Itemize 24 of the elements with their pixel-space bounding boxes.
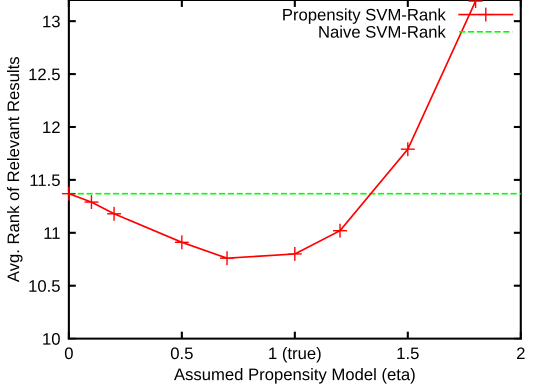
y-tick-label: 11 — [44, 227, 60, 239]
point — [106, 206, 122, 222]
point — [400, 142, 416, 157]
x-tick-label: 0.5 — [170, 347, 193, 360]
point — [174, 234, 190, 250]
legend-label: Propensity SVM-Rank — [283, 8, 446, 24]
x-axis-title: Assumed Propensity Model (eta) — [174, 368, 415, 384]
point — [287, 246, 302, 262]
y-tick-label: 10.5 — [29, 280, 60, 292]
y-tick-label: 13 — [43, 16, 60, 28]
y-tick-label: 12.5 — [29, 68, 60, 80]
point — [332, 223, 348, 238]
y-tick-label: 12 — [43, 121, 60, 134]
x-tick-label: 2 — [516, 347, 525, 360]
y-axis-title: Avg. Rank of Relevant Results — [7, 57, 23, 282]
legend-label: Naive SVM-Rank — [319, 26, 446, 38]
x-tick-label: 1 (true) — [269, 346, 321, 362]
point — [84, 194, 100, 210]
point — [61, 186, 77, 202]
point — [219, 250, 235, 266]
y-tick-label: 10 — [43, 333, 60, 345]
x-tick-label: 1.5 — [397, 348, 419, 360]
y-tick-label: 11.5 — [30, 174, 60, 186]
x-tick-label: 0 — [64, 347, 73, 360]
